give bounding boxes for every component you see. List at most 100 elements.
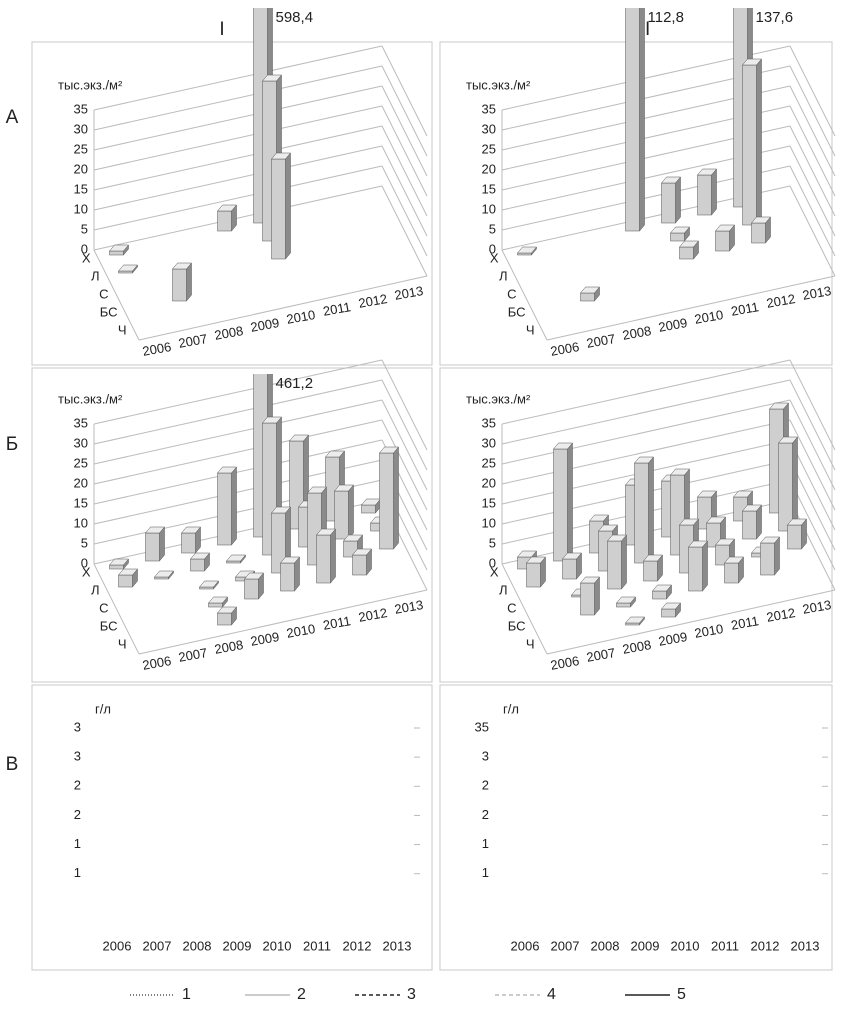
bar-top [777,436,799,444]
grid-line [381,45,428,137]
x-tick-label: 2011 [730,299,760,319]
bar-top [243,572,265,580]
legend-label: 4 [547,986,556,1003]
depth-label: С [507,286,516,301]
bar-side [702,540,708,592]
bar-front [607,540,622,590]
y-tick-label: 25 [482,455,496,470]
bar-front [109,564,124,570]
bar-top [561,552,583,560]
grid-line [789,359,836,451]
bar-front [688,546,703,592]
x-tick-label: 2010 [693,621,724,641]
bar-top [678,240,700,248]
bar-side [774,536,780,576]
grid-line [789,165,836,257]
bar-side [330,528,336,584]
bar-front [643,560,658,582]
y-tick-label: 2 [74,807,81,822]
depth-label: Х [490,564,499,579]
x-tick-label: 2012 [343,938,372,953]
bar-front [109,250,124,256]
x-tick-label: 2006 [141,653,172,673]
grid-line [501,359,791,425]
grid-line [789,185,836,277]
bar [615,596,637,608]
y-tick-label: 35 [482,415,496,430]
axis [138,589,428,655]
y-tick-label: 15 [74,495,88,510]
bar-top [171,262,193,270]
bar-top [315,528,337,536]
bar-top [714,538,736,546]
bar-top [153,570,175,578]
bar [216,204,238,232]
bar-top [741,58,763,66]
y-tick-label: 25 [482,141,496,156]
bar-side [639,8,645,232]
bar-front [778,442,793,532]
y-tick-label: 5 [81,221,88,236]
bar-top [108,244,130,252]
x-tick-label: 2012 [357,291,388,311]
bar-top [279,556,301,564]
bar [660,176,682,224]
bar-top [624,616,646,624]
bar [687,540,709,592]
bar [786,518,808,550]
bar [750,216,772,244]
x-tick-label: 2010 [285,621,316,641]
x-tick-label: 2007 [177,331,208,351]
bar-front [517,252,532,256]
bar-top [669,468,691,476]
bar-top [351,548,373,556]
grid-line [789,419,836,511]
bar-side [231,466,237,546]
bar [561,552,583,580]
depth-label: Х [490,250,499,265]
x-tick-label: 2006 [141,339,172,359]
bar [741,504,763,540]
bar [660,602,682,618]
x-tick-label: 2013 [383,938,412,953]
grid-line [381,399,428,491]
bar-front [352,554,367,576]
axis [546,275,836,341]
bar-front [226,560,241,564]
bar-side [756,58,762,226]
x-tick-label: 2012 [357,605,388,625]
x-tick-label: 2009 [249,315,280,335]
panel [31,684,433,971]
grid-line [789,399,836,491]
x-tick-label: 2010 [671,938,700,953]
x-tick-label: 2007 [585,331,616,351]
row-label: Б [6,434,18,455]
y-tick-label: 35 [74,101,88,116]
bar-top [270,506,292,514]
x-tick-label: 2007 [585,645,616,665]
bar [759,536,781,576]
grid-line [789,125,836,217]
bar [678,240,700,260]
grid-line [501,399,791,465]
y-tick-label: 20 [482,161,496,176]
grid-line [93,145,383,211]
bar-front [244,578,259,600]
grid-line [93,359,383,425]
grid-line [93,125,383,191]
grid-line [789,65,836,157]
bar [153,570,175,580]
bar-front [580,582,595,616]
bar-front [526,562,541,588]
bar-front [199,586,214,590]
plot-area [516,8,772,302]
y-tick-label: 3 [482,749,489,764]
y-tick-label: 30 [482,435,496,450]
bar-front [751,222,766,244]
plot-area [108,374,400,626]
plot-area [516,402,808,626]
x-tick-label: 2011 [303,938,331,953]
depth-label: Х [82,564,91,579]
bar-front [634,462,649,564]
